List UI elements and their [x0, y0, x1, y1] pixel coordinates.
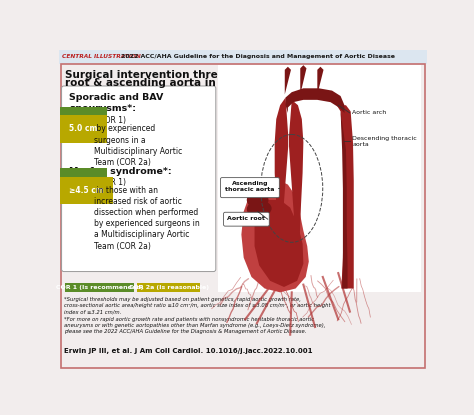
FancyBboxPatch shape [65, 283, 134, 292]
PathPatch shape [317, 67, 324, 95]
Ellipse shape [255, 202, 272, 215]
Ellipse shape [247, 202, 262, 216]
FancyBboxPatch shape [220, 178, 279, 198]
Bar [59, 50, 427, 63]
FancyBboxPatch shape [62, 86, 216, 271]
PathPatch shape [255, 200, 303, 287]
Text: COR 2a (Is reasonable): COR 2a (Is reasonable) [128, 285, 209, 290]
Text: *Surgical thresholds may be adjusted based on patient genetics, rapid aortic gro: *Surgical thresholds may be adjusted bas… [64, 297, 330, 315]
Ellipse shape [247, 191, 268, 208]
Text: Aortic arch: Aortic arch [352, 110, 386, 115]
Text: in those with an
increased risk of aortic
dissection when performed
by experienc: in those with an increased risk of aorti… [94, 186, 200, 251]
Text: by experienced
surgeons in a
Multidisciplinary Aortic
Team (COR 2a): by experienced surgeons in a Multidiscip… [94, 124, 182, 167]
Text: (COR 1): (COR 1) [94, 116, 126, 125]
Text: 5.0 cm: 5.0 cm [69, 178, 98, 187]
Text: Surgical intervention thresholds for aortic: Surgical intervention thresholds for aor… [65, 70, 315, 80]
Text: COR 1 (Is recommended): COR 1 (Is recommended) [56, 285, 143, 290]
Text: 5.5 cm: 5.5 cm [69, 116, 98, 125]
PathPatch shape [275, 98, 303, 273]
Text: Marfan syndrome*:: Marfan syndrome*: [69, 167, 172, 176]
FancyBboxPatch shape [224, 212, 269, 226]
Text: Ascending
thoracic aorta: Ascending thoracic aorta [225, 181, 274, 192]
Text: root & ascending aorta in patients with...: root & ascending aorta in patients with.… [65, 78, 310, 88]
PathPatch shape [341, 111, 347, 288]
PathPatch shape [285, 88, 345, 113]
PathPatch shape [241, 179, 309, 292]
PathPatch shape [337, 105, 354, 288]
PathPatch shape [259, 179, 279, 204]
Text: 5.0 cm: 5.0 cm [69, 124, 98, 134]
Text: ≥4.5 cm: ≥4.5 cm [69, 186, 104, 195]
Text: (COR 1): (COR 1) [94, 178, 126, 187]
Text: *For more on rapid aortic growth rate and patients with nonsyndromic heritable t: *For more on rapid aortic growth rate an… [64, 317, 325, 334]
Text: 2022 ACC/AHA Guideline for the Diagnosis and Management of Aortic Disease: 2022 ACC/AHA Guideline for the Diagnosis… [121, 54, 395, 59]
Text: Erwin JP III, et al. J Am Coll Cardiol. 10.1016/j.jacc.2022.10.001: Erwin JP III, et al. J Am Coll Cardiol. … [64, 348, 312, 354]
Text: Aortic root: Aortic root [227, 216, 265, 221]
Text: Sporadic and BAV
aneurysms*:: Sporadic and BAV aneurysms*: [69, 93, 164, 112]
PathPatch shape [285, 67, 291, 95]
Bar [218, 65, 421, 292]
Text: Descending thoracic
aorta: Descending thoracic aorta [352, 136, 417, 147]
PathPatch shape [300, 65, 307, 95]
FancyBboxPatch shape [137, 283, 201, 292]
Text: CENTRAL ILLUSTRATION: CENTRAL ILLUSTRATION [63, 54, 141, 59]
